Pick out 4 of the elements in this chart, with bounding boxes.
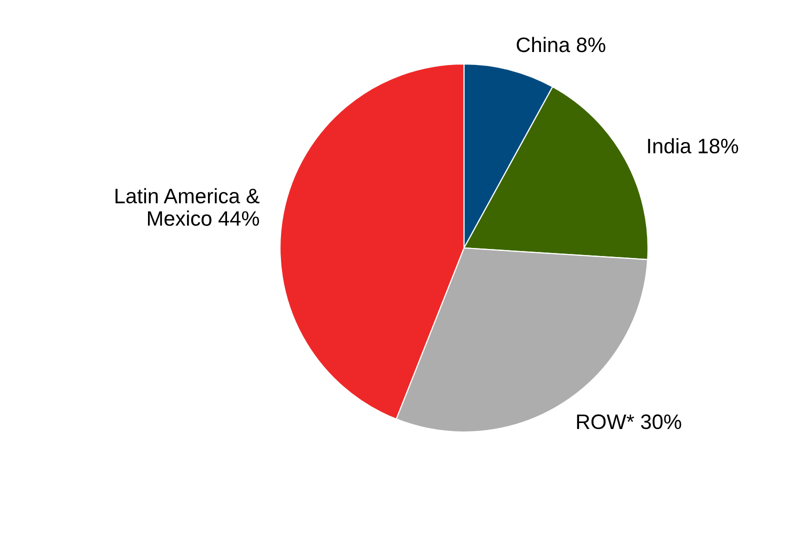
slice-label: Latin America & Mexico 44% [116,188,260,226]
slice-label: India 18% [648,138,738,154]
slice-label: China 8% [516,36,606,52]
slice-label: ROW* 30% [577,414,682,430]
